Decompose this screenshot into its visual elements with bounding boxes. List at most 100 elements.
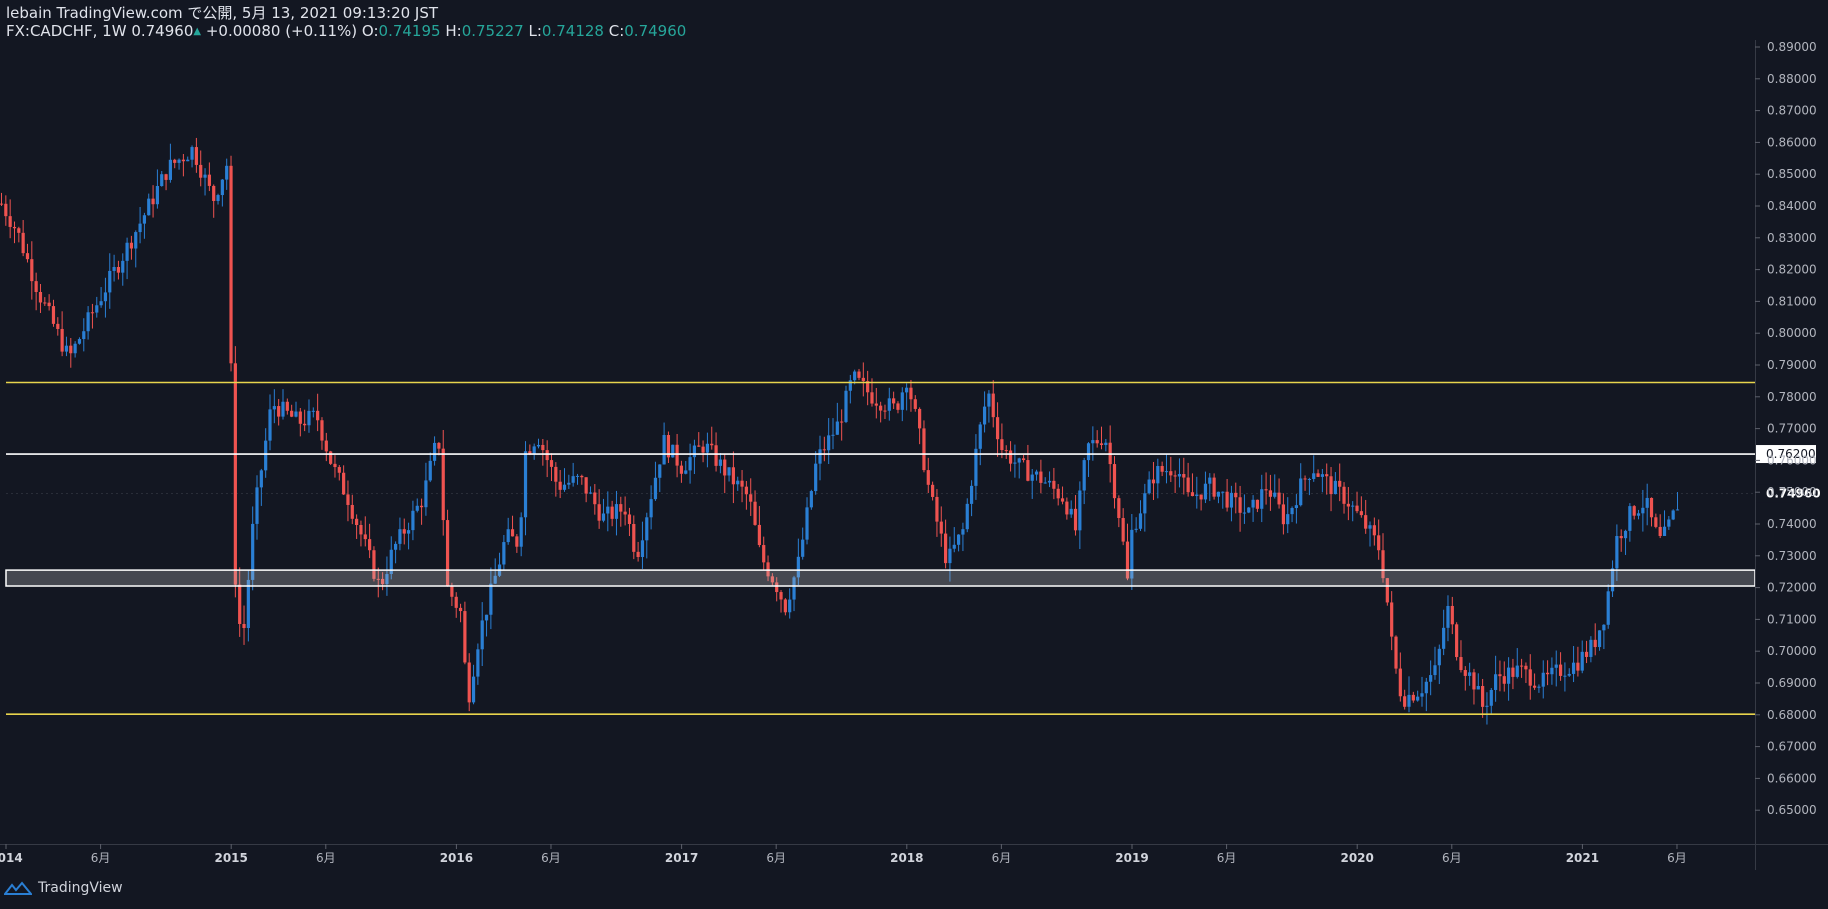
brand-label[interactable]: TradingView <box>38 880 123 896</box>
candle <box>38 284 43 313</box>
candle <box>1407 676 1411 713</box>
candle <box>532 443 536 460</box>
price-tick-label: 0.73000 <box>1767 549 1817 563</box>
candle-body <box>493 575 497 584</box>
candle-body <box>744 486 748 495</box>
candle <box>484 614 489 637</box>
candle-body <box>1528 669 1532 686</box>
candle-body <box>25 253 30 260</box>
candle <box>766 555 770 582</box>
candle <box>610 500 614 527</box>
candle-body <box>251 523 255 580</box>
candle <box>740 470 744 503</box>
candle <box>892 391 896 410</box>
candle-body <box>1671 510 1675 520</box>
candle-body <box>844 390 848 422</box>
candle-body <box>922 428 926 471</box>
candle-body <box>142 215 147 224</box>
candle-body <box>1524 665 1528 670</box>
candle-body <box>177 159 181 163</box>
candle-body <box>30 259 34 282</box>
candle-body <box>368 539 372 551</box>
candle-body <box>233 363 237 585</box>
candle-body <box>1177 474 1182 477</box>
symbol-label[interactable]: FX:CADCHF, 1W <box>6 22 127 40</box>
candle <box>64 336 69 357</box>
candle <box>658 464 662 493</box>
candle-body <box>740 480 744 487</box>
candle <box>1364 499 1368 534</box>
candle-body <box>1130 529 1134 579</box>
candle <box>1039 459 1043 494</box>
candle <box>541 438 545 466</box>
support-zone[interactable] <box>5 569 1756 587</box>
price-tick-label: 0.66000 <box>1767 771 1817 785</box>
candle <box>1502 661 1506 692</box>
candle-body <box>424 480 428 508</box>
candle <box>1459 640 1463 673</box>
price-tick-label: 0.76000 <box>1767 453 1817 467</box>
candle <box>437 441 441 456</box>
candle <box>355 514 359 539</box>
candle <box>225 158 229 190</box>
candle <box>987 390 991 423</box>
candle <box>160 170 164 187</box>
candle-body <box>697 445 701 447</box>
candle-body <box>1104 442 1108 446</box>
candle-body <box>476 649 480 677</box>
candle <box>1190 473 1195 497</box>
candle <box>614 490 619 536</box>
candle-body <box>1455 624 1459 658</box>
candle-body <box>727 467 731 476</box>
candle <box>1130 514 1134 590</box>
candle-body <box>753 501 757 525</box>
open-value: 0.74195 <box>378 22 441 40</box>
candle-body <box>905 387 909 393</box>
candle-body <box>935 496 939 522</box>
candle <box>69 338 73 368</box>
candle <box>1156 458 1160 499</box>
candle <box>623 496 627 526</box>
candle-body <box>848 380 852 391</box>
candle <box>632 515 636 560</box>
candle <box>1307 477 1311 496</box>
candle-body <box>710 443 714 446</box>
candle-body <box>770 576 774 583</box>
candle-body <box>658 464 662 478</box>
candle <box>1398 652 1402 702</box>
candle <box>831 418 835 450</box>
candle-body <box>1008 450 1013 464</box>
price-axis[interactable]: 0.89000 0.88000 0.87000 0.86000 0.85000 0.840… <box>1755 40 1817 817</box>
candle <box>441 430 445 536</box>
time-tick-label: 6月 <box>91 851 111 865</box>
candle-body <box>1368 525 1372 529</box>
candle-body <box>510 529 515 537</box>
candle-body <box>1394 636 1398 669</box>
candle <box>1160 461 1164 477</box>
candle-body <box>532 446 536 454</box>
candle-body <box>831 434 835 436</box>
candle <box>783 598 787 616</box>
candle-body <box>116 266 121 273</box>
candle-body <box>1468 672 1472 676</box>
candle <box>1060 486 1065 505</box>
candle <box>874 387 878 419</box>
time-tick-label: 2016 <box>440 851 473 865</box>
candle-body <box>956 534 961 545</box>
candle <box>233 346 237 598</box>
candle <box>969 480 974 517</box>
candle-body <box>1030 474 1034 481</box>
candle <box>1017 457 1021 479</box>
candle <box>290 404 294 418</box>
time-axis[interactable]: 2014 6月 2015 6月 2016 6月 2017 6月 2018 6月 2019 6月 2020… <box>0 844 1687 865</box>
candle <box>311 407 315 418</box>
candle-body <box>437 442 441 449</box>
candle-body <box>1390 602 1394 637</box>
candle <box>381 572 385 591</box>
horizontal-lines[interactable]: 0.76200 0.74960 <box>5 381 1821 715</box>
candle <box>1628 503 1632 542</box>
candle-body <box>259 470 263 488</box>
candle-body <box>1472 672 1476 690</box>
candle <box>1437 644 1441 685</box>
